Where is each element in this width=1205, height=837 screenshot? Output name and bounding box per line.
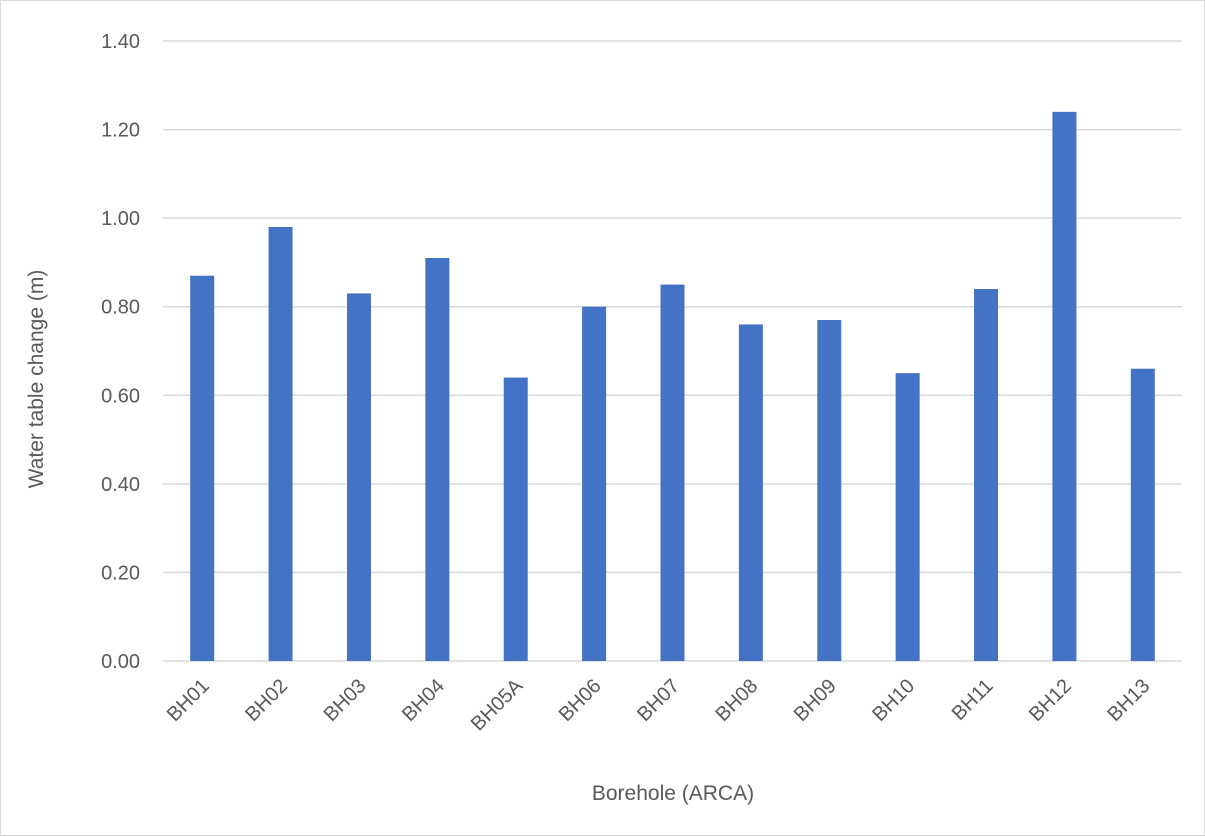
bar-bh05a [503,377,528,661]
bar-bh08 [738,324,763,661]
bar-bh04 [425,258,450,661]
y-tick-label: 1.00 [101,208,140,230]
x-tick-label: BH06 [555,675,606,726]
x-tick-label: BH09 [790,675,841,726]
bar-bh10 [895,373,920,661]
x-tick-label: BH01 [163,675,214,726]
bar-bh01 [190,275,215,661]
y-tick-label: 1.40 [101,31,140,53]
y-tick-label: 0.00 [101,651,140,673]
bar-bh06 [582,306,607,661]
bar-bh03 [346,293,371,661]
x-tick-label: BH10 [868,675,919,726]
x-tick-label: BH05A [467,675,528,736]
bar-bh07 [660,284,685,661]
x-tick-label: BH08 [711,675,762,726]
y-tick-label: 0.80 [101,297,140,319]
x-tick-label: BH02 [241,675,292,726]
y-axis-title: Water table change (m) [25,270,48,489]
y-axis-ticks: 0.00 0.20 0.40 0.60 0.80 1.00 1.20 1.40 [101,31,140,673]
x-axis-ticks: BH01 BH02 BH03 BH04 BH05A BH06 BH07 BH08 BH09 BH1… [163,675,1155,736]
bar-bh09 [817,320,842,661]
bar-bh02 [268,227,293,661]
x-axis-title: Borehole (ARCA) [592,782,754,805]
y-tick-label: 1.20 [101,120,140,142]
x-tick-label: BH04 [398,675,449,726]
bar-bh11 [974,289,999,661]
x-tick-label: BH11 [948,675,998,725]
x-tick-label: BH12 [1025,675,1076,726]
bars [190,111,1155,662]
bar-bh12 [1052,111,1077,662]
bar-bh13 [1130,368,1155,661]
y-tick-label: 0.40 [101,474,140,496]
y-tick-label: 0.20 [101,562,140,584]
x-tick-label: BH03 [320,675,371,726]
x-tick-label: BH07 [633,675,684,726]
y-tick-label: 0.60 [101,385,140,407]
x-tick-label: BH13 [1103,675,1154,726]
